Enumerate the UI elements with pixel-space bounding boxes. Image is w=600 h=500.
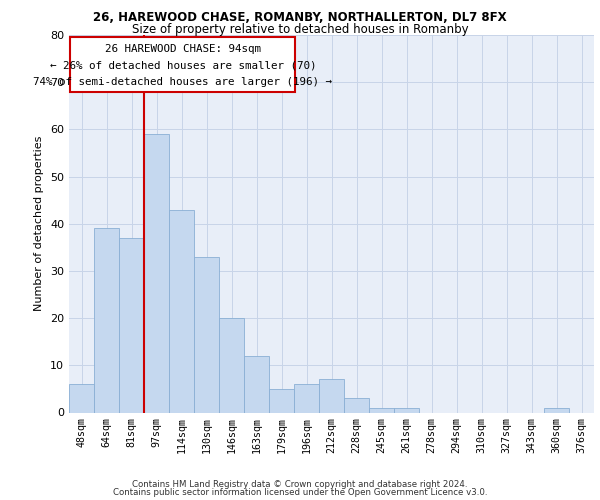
Bar — [244, 356, 269, 412]
Text: Contains public sector information licensed under the Open Government Licence v3: Contains public sector information licen… — [113, 488, 487, 497]
Bar — [194, 257, 219, 412]
Bar — [144, 134, 169, 412]
Text: 74% of semi-detached houses are larger (196) →: 74% of semi-detached houses are larger (… — [33, 78, 332, 88]
Bar — [369, 408, 394, 412]
Bar — [94, 228, 119, 412]
Text: Size of property relative to detached houses in Romanby: Size of property relative to detached ho… — [131, 22, 469, 36]
Bar — [344, 398, 369, 412]
Bar — [394, 408, 419, 412]
Bar — [319, 380, 344, 412]
Bar — [544, 408, 569, 412]
Bar — [219, 318, 244, 412]
Text: Contains HM Land Registry data © Crown copyright and database right 2024.: Contains HM Land Registry data © Crown c… — [132, 480, 468, 489]
Y-axis label: Number of detached properties: Number of detached properties — [34, 136, 44, 312]
Bar — [119, 238, 144, 412]
Bar — [69, 384, 94, 412]
Bar — [294, 384, 319, 412]
Bar — [169, 210, 194, 412]
Text: ← 26% of detached houses are smaller (70): ← 26% of detached houses are smaller (70… — [49, 61, 316, 71]
Text: 26, HAREWOOD CHASE, ROMANBY, NORTHALLERTON, DL7 8FX: 26, HAREWOOD CHASE, ROMANBY, NORTHALLERT… — [93, 11, 507, 24]
FancyBboxPatch shape — [70, 38, 295, 92]
Bar — [269, 389, 294, 412]
Text: 26 HAREWOOD CHASE: 94sqm: 26 HAREWOOD CHASE: 94sqm — [105, 44, 261, 54]
